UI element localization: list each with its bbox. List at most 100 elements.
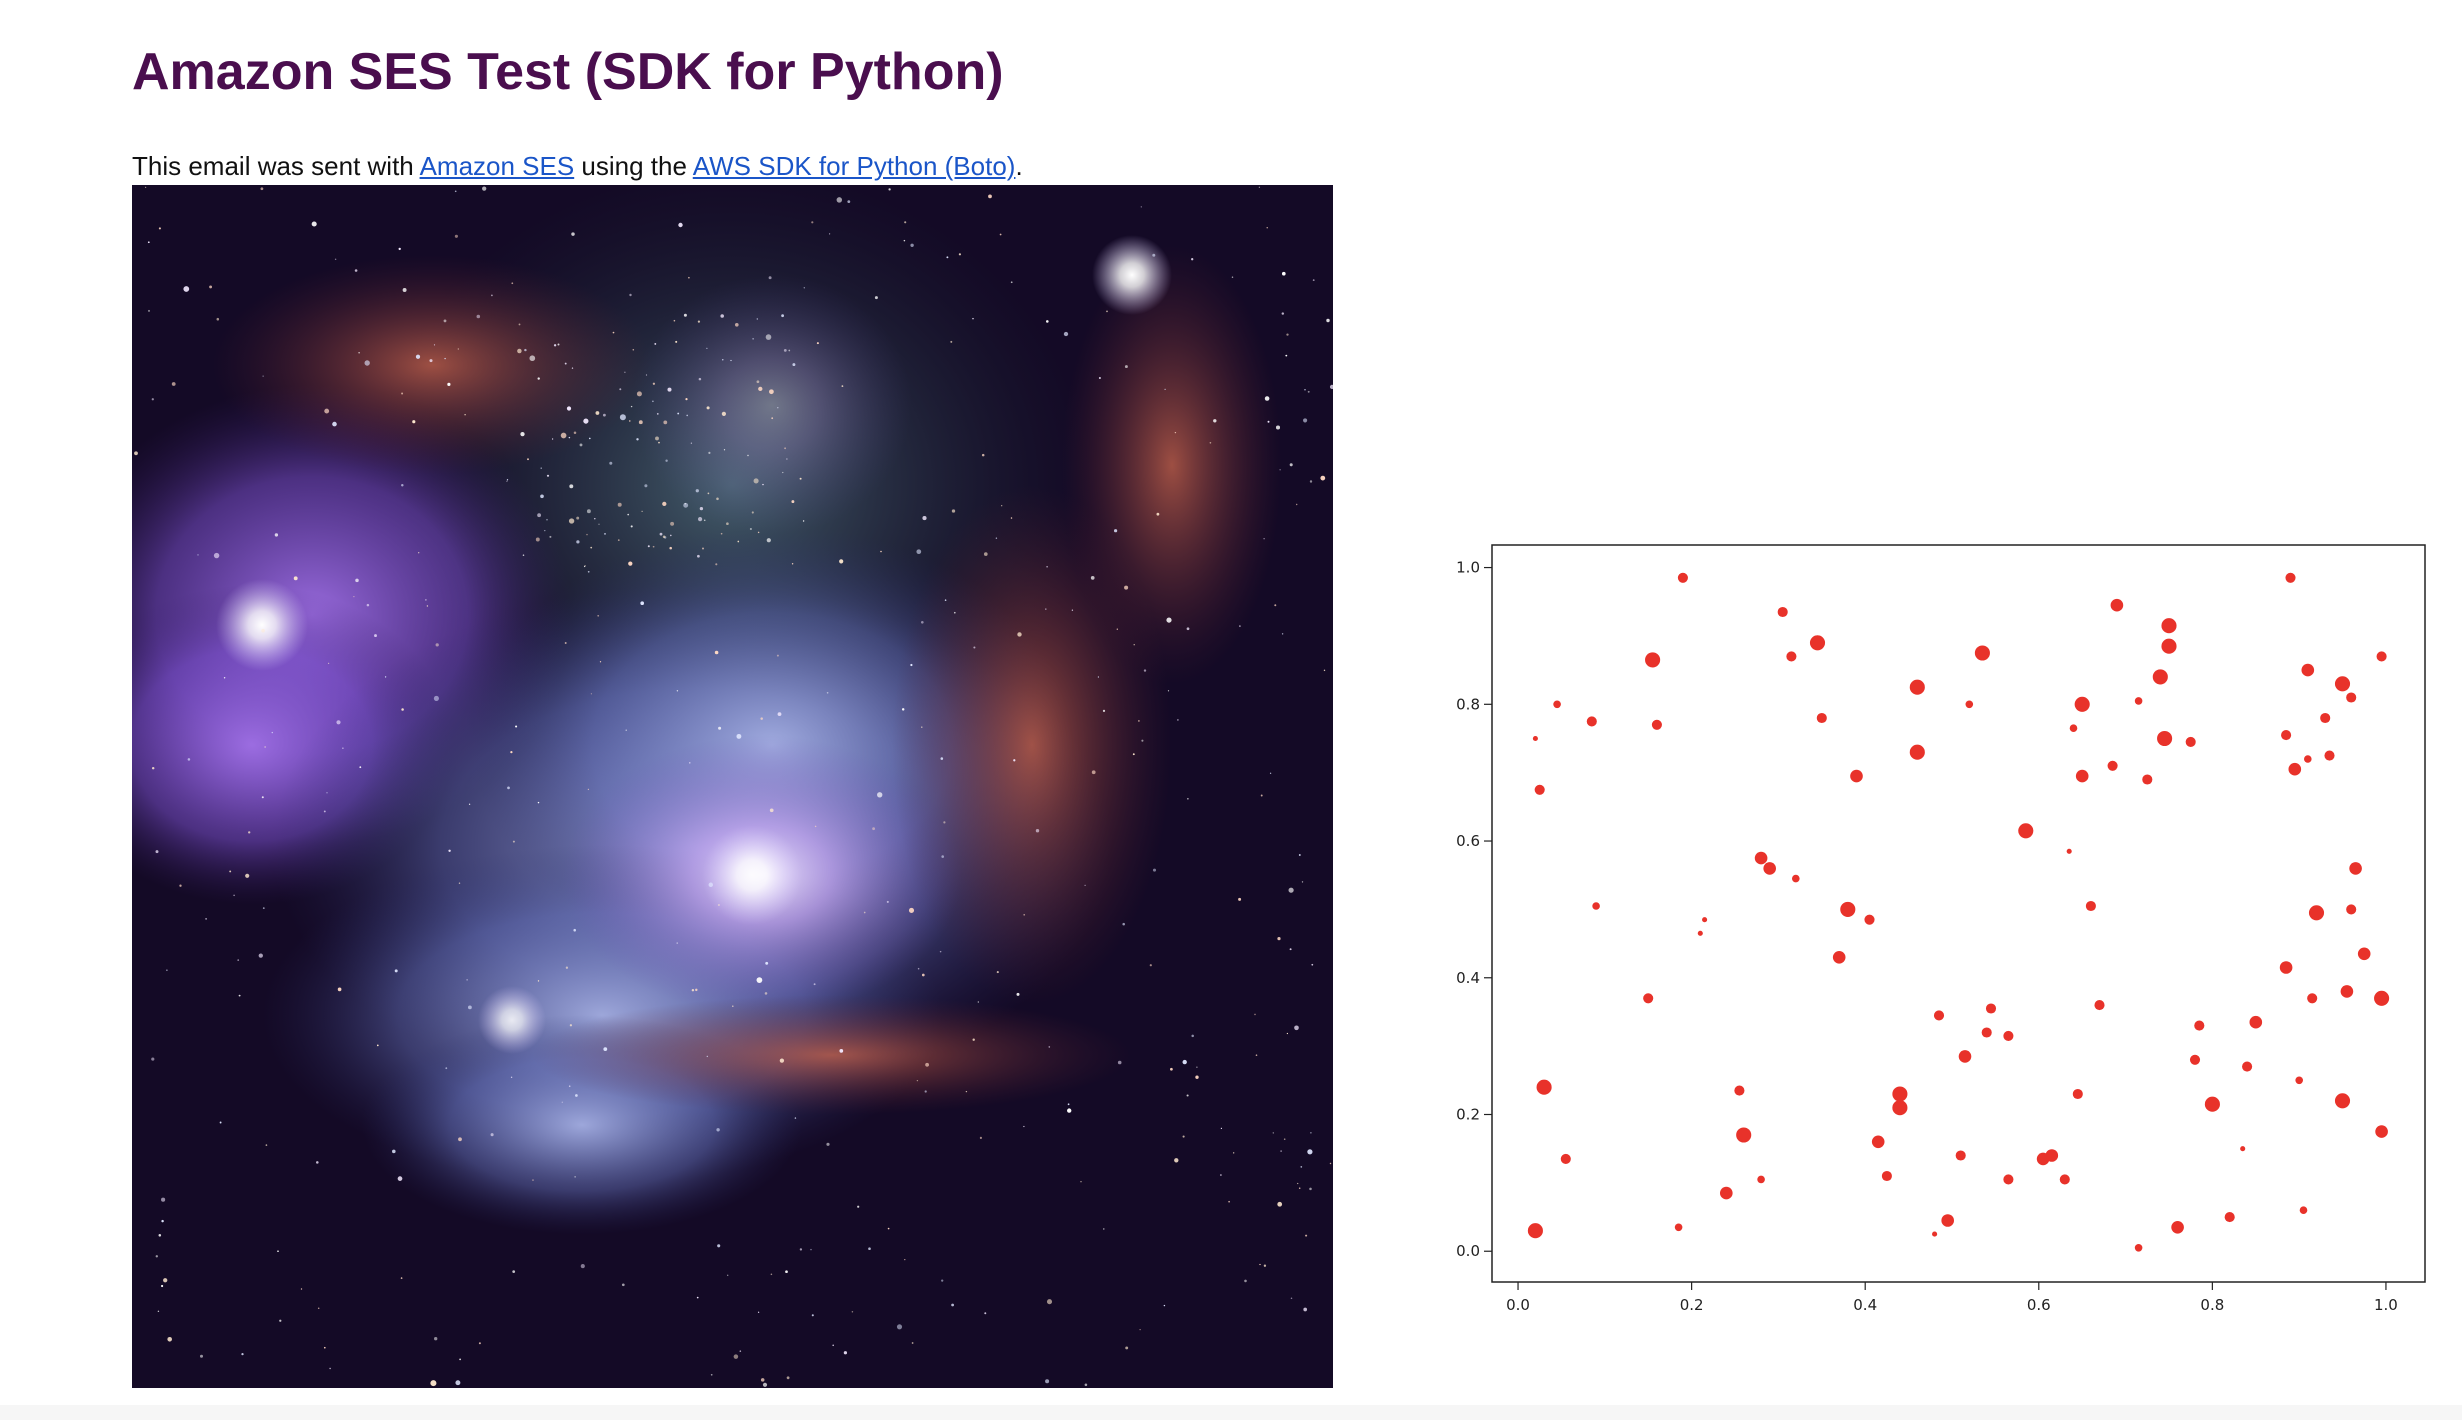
nebula-star bbox=[517, 349, 521, 353]
nebula-star bbox=[511, 282, 513, 284]
nebula-star bbox=[708, 493, 710, 495]
nebula-star bbox=[1233, 1152, 1234, 1153]
nebula-star bbox=[586, 534, 587, 535]
nebula-star bbox=[148, 310, 150, 312]
scatter-point bbox=[1643, 993, 1653, 1003]
nebula-star bbox=[455, 1380, 460, 1385]
nebula-star bbox=[709, 883, 713, 887]
scatter-point bbox=[1786, 651, 1796, 661]
aws-sdk-python-link[interactable]: AWS SDK for Python (Boto) bbox=[693, 151, 1016, 181]
nebula-star bbox=[722, 359, 723, 360]
nebula-star bbox=[261, 187, 264, 190]
scatter-point bbox=[1720, 1187, 1733, 1200]
page-title: Amazon SES Test (SDK for Python) bbox=[132, 30, 1004, 114]
nebula-star bbox=[318, 1307, 320, 1309]
nebula-star bbox=[653, 383, 655, 385]
nebula-star bbox=[1023, 1126, 1024, 1127]
x-tick-label: 1.0 bbox=[2374, 1296, 2398, 1310]
scatter-point bbox=[1934, 1010, 1944, 1020]
scatter-point bbox=[2309, 905, 2324, 920]
nebula-star bbox=[312, 221, 317, 226]
nebula-star bbox=[910, 244, 913, 247]
nebula-star bbox=[904, 1259, 905, 1260]
nebula-star bbox=[1125, 1346, 1128, 1349]
nebula-star bbox=[355, 579, 359, 583]
nebula-star bbox=[795, 1117, 796, 1118]
nebula-star bbox=[558, 344, 560, 346]
nebula-star bbox=[458, 348, 459, 349]
nebula-star bbox=[1046, 566, 1048, 568]
nebula-star bbox=[654, 343, 656, 345]
nebula-star bbox=[511, 1077, 512, 1078]
nebula-star bbox=[904, 240, 906, 242]
scatter-point bbox=[1872, 1136, 1885, 1149]
nebula-star bbox=[574, 432, 577, 435]
nebula-star bbox=[1320, 476, 1325, 481]
nebula-star bbox=[762, 484, 763, 485]
scatter-point bbox=[2094, 1000, 2104, 1010]
nebula-star bbox=[1263, 538, 1264, 539]
scatter-point bbox=[2250, 1016, 2263, 1029]
nebula-star bbox=[401, 708, 404, 711]
nebula-star bbox=[1213, 419, 1216, 422]
nebula-star bbox=[434, 696, 439, 701]
y-tick-label: 0.6 bbox=[1456, 832, 1480, 850]
nebula-star bbox=[188, 758, 191, 761]
nebula-star bbox=[724, 449, 725, 450]
scatter-point bbox=[1535, 785, 1545, 795]
scatter-point bbox=[2194, 1021, 2204, 1031]
nebula-star bbox=[622, 1283, 625, 1286]
nebula-star bbox=[1259, 1264, 1260, 1265]
nebula-star bbox=[1166, 618, 1171, 623]
nebula-star bbox=[736, 734, 741, 739]
nebula-star bbox=[792, 363, 795, 366]
nebula-star bbox=[735, 323, 739, 327]
nebula-star bbox=[972, 318, 974, 320]
scatter-point bbox=[2108, 761, 2118, 771]
nebula-star bbox=[624, 372, 625, 373]
nebula-star bbox=[655, 436, 659, 440]
scatter-point bbox=[2135, 697, 2143, 705]
nebula-star bbox=[156, 1255, 158, 1257]
scatter-point bbox=[2295, 1077, 2303, 1085]
nebula-star bbox=[205, 918, 207, 920]
nebula-star bbox=[401, 484, 403, 486]
nebula-star bbox=[1259, 187, 1260, 188]
nebula-star bbox=[760, 717, 763, 720]
nebula-star bbox=[787, 1376, 790, 1379]
nebula-star bbox=[613, 332, 615, 334]
nebula-star bbox=[829, 233, 830, 234]
nebula-star bbox=[804, 287, 805, 288]
nebula-star bbox=[814, 983, 816, 985]
intro-paragraph: This email was sent with Amazon SES usin… bbox=[132, 146, 1023, 186]
nebula-star bbox=[921, 726, 922, 727]
nebula-star bbox=[628, 561, 632, 565]
nebula-star bbox=[758, 1312, 759, 1313]
nebula-star bbox=[734, 1354, 739, 1359]
nebula-star bbox=[766, 334, 772, 340]
nebula-star bbox=[1282, 272, 1286, 276]
nebula-star bbox=[1134, 644, 1135, 645]
scatter-point bbox=[1840, 902, 1855, 917]
nebula-star bbox=[715, 563, 717, 565]
nebula-star bbox=[984, 552, 988, 556]
scatter-point bbox=[1533, 736, 1538, 741]
nebula-star bbox=[538, 802, 539, 803]
nebula-star bbox=[590, 547, 592, 549]
scatter-point bbox=[2285, 573, 2295, 583]
amazon-ses-link[interactable]: Amazon SES bbox=[420, 151, 575, 181]
nebula-star bbox=[233, 895, 234, 896]
nebula-star bbox=[677, 413, 679, 415]
nebula-star bbox=[784, 447, 786, 449]
nebula-star bbox=[538, 980, 539, 981]
nebula-star bbox=[844, 1351, 847, 1354]
nebula-star bbox=[1017, 993, 1020, 996]
nebula-star bbox=[569, 437, 570, 438]
scatter-point bbox=[1763, 862, 1776, 875]
nebula-star bbox=[1310, 1132, 1312, 1134]
nebula-star bbox=[1098, 676, 1099, 677]
scatter-point bbox=[2190, 1055, 2200, 1065]
nebula-star bbox=[566, 967, 568, 969]
nebula-star bbox=[706, 348, 707, 349]
scatter-point bbox=[2346, 904, 2356, 914]
